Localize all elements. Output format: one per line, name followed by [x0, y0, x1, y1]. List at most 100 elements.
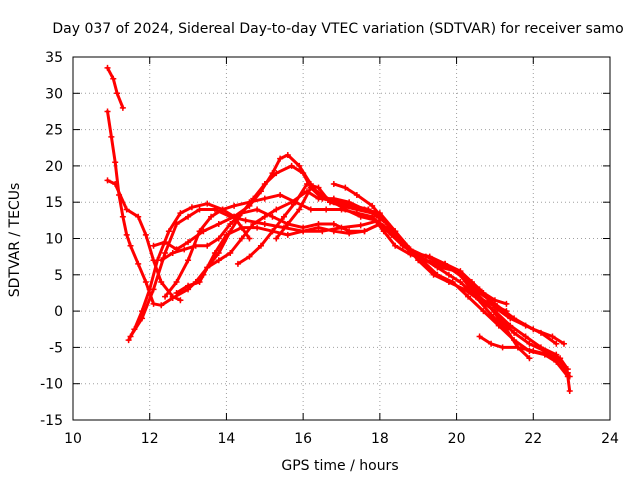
- data-point: [142, 231, 149, 238]
- data-point: [526, 340, 533, 347]
- data-point: [499, 344, 506, 351]
- data-point: [127, 242, 134, 249]
- data-point: [296, 162, 303, 169]
- data-point: [323, 206, 330, 213]
- data-point: [227, 250, 234, 257]
- data-point: [346, 228, 353, 235]
- data-point: [457, 279, 464, 286]
- data-point: [330, 199, 337, 206]
- data-point: [104, 177, 111, 184]
- data-point: [530, 326, 537, 333]
- data-point: [357, 213, 364, 220]
- data-point: [549, 333, 556, 340]
- data-point: [150, 286, 157, 293]
- x-tick-label: 10: [64, 431, 82, 447]
- data-point: [261, 195, 268, 202]
- data-point: [307, 184, 314, 191]
- data-point: [284, 231, 291, 238]
- data-point: [204, 200, 211, 207]
- data-point: [215, 250, 222, 257]
- data-point: [277, 191, 284, 198]
- data-point: [465, 293, 472, 300]
- y-tick-label: 25: [45, 123, 63, 139]
- data-point: [269, 213, 276, 220]
- data-point: [215, 257, 222, 264]
- data-point: [461, 286, 468, 293]
- data-point: [280, 213, 287, 220]
- data-point: [211, 206, 218, 213]
- series-track-12: [273, 184, 573, 394]
- series-group: [104, 64, 573, 394]
- data-point: [173, 279, 180, 286]
- data-point: [215, 220, 222, 227]
- data-point: [296, 206, 303, 213]
- data-point: [231, 202, 238, 209]
- data-point: [125, 337, 132, 344]
- data-point: [227, 220, 234, 227]
- data-point: [246, 253, 253, 260]
- data-point: [526, 355, 533, 362]
- data-point: [303, 181, 310, 188]
- data-point: [514, 344, 521, 351]
- data-point: [254, 206, 261, 213]
- data-point: [188, 204, 195, 211]
- data-point: [150, 300, 157, 307]
- data-point: [315, 184, 322, 191]
- data-point: [150, 242, 157, 249]
- data-point: [537, 344, 544, 351]
- series-track-1: [104, 64, 126, 111]
- data-point: [158, 279, 165, 286]
- chart-title: Day 037 of 2024, Sidereal Day-to-day VTE…: [52, 21, 623, 37]
- data-point: [234, 260, 241, 267]
- data-point: [522, 333, 529, 340]
- data-point: [507, 322, 514, 329]
- y-axis-title: SDTVAR / TECUs: [7, 183, 23, 298]
- y-tick-label: -15: [40, 413, 63, 429]
- data-point: [564, 366, 571, 373]
- data-point: [292, 199, 299, 206]
- data-point: [204, 242, 211, 249]
- series-line: [236, 182, 566, 346]
- data-point: [430, 260, 437, 267]
- x-tick-label: 18: [371, 431, 389, 447]
- data-point: [114, 90, 121, 97]
- data-point: [330, 181, 337, 188]
- data-point: [173, 220, 180, 227]
- data-point: [445, 279, 452, 286]
- data-point: [307, 206, 314, 213]
- data-point: [135, 260, 142, 267]
- data-point: [196, 206, 203, 213]
- data-point: [461, 275, 468, 282]
- data-point: [273, 235, 280, 242]
- data-point: [177, 297, 184, 304]
- data-point: [560, 340, 567, 347]
- data-point: [488, 340, 495, 347]
- data-point: [169, 293, 176, 300]
- data-point: [238, 224, 245, 231]
- data-point: [162, 239, 169, 246]
- series-line: [274, 186, 572, 393]
- data-point: [119, 104, 126, 111]
- data-point: [204, 264, 211, 271]
- x-tick-label: 22: [524, 431, 542, 447]
- y-tick-label: 30: [45, 86, 63, 102]
- data-point: [373, 217, 380, 224]
- data-point: [284, 152, 291, 159]
- data-point: [476, 297, 483, 304]
- x-tick-label: 14: [218, 431, 236, 447]
- data-point: [169, 250, 176, 257]
- data-point: [104, 64, 111, 71]
- data-point: [319, 228, 326, 235]
- data-point: [185, 213, 192, 220]
- data-point: [246, 235, 253, 242]
- data-point: [566, 387, 573, 394]
- axes: 10 12 14 16 18 20 22 24 -15 -10 -5 0 5 10 15 20 25 30 35: [40, 50, 619, 447]
- data-point: [200, 228, 207, 235]
- data-point: [491, 308, 498, 315]
- y-tick-label: 5: [54, 268, 63, 284]
- data-point: [165, 228, 172, 235]
- data-point: [277, 155, 284, 162]
- data-point: [511, 329, 518, 336]
- series-track-13: [330, 181, 573, 380]
